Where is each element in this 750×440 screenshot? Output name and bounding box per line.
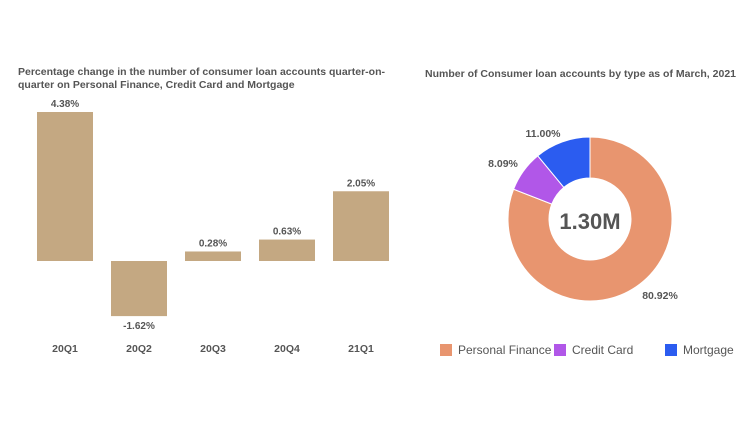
bar-value-label-21q1: 2.05% bbox=[347, 178, 375, 189]
x-tick-label-20q2: 20Q2 bbox=[126, 343, 152, 355]
donut-legend: Personal Finance Credit Card Mortgage bbox=[440, 342, 740, 358]
legend-swatch-credit-card bbox=[554, 344, 566, 356]
legend-swatch-mortgage bbox=[665, 344, 677, 356]
donut-chart-title: Number of Consumer loan accounts by type… bbox=[425, 68, 736, 80]
legend-swatch-personal-finance bbox=[440, 344, 452, 356]
bar-chart-title: Percentage change in the number of consu… bbox=[18, 66, 385, 91]
donut-center-label: 1.30M bbox=[559, 209, 620, 234]
x-tick-label-20q4: 20Q4 bbox=[274, 343, 300, 355]
legend-item-credit-card[interactable]: Credit Card bbox=[554, 342, 633, 358]
bar-value-label-20q3: 0.28% bbox=[199, 238, 227, 249]
legend-label-mortgage: Mortgage bbox=[683, 343, 734, 357]
bar-20q4[interactable] bbox=[259, 239, 315, 261]
bar-20q3[interactable] bbox=[185, 251, 241, 261]
bar-chart: 4.38% 20Q1 -1.62% 20Q2 0.28% 20Q3 0.63% 20Q4 2.0… bbox=[37, 99, 389, 355]
x-tick-label-20q3: 20Q3 bbox=[200, 343, 226, 355]
bar-value-label-20q2: -1.62% bbox=[123, 321, 155, 332]
donut-slices bbox=[507, 136, 673, 302]
bar-value-label-20q1: 4.38% bbox=[51, 99, 79, 110]
legend-item-personal-finance[interactable]: Personal Finance bbox=[440, 342, 551, 358]
donut-labels: 80.92% 8.09% 11.00% bbox=[488, 128, 678, 302]
legend-item-mortgage[interactable]: Mortgage bbox=[665, 342, 734, 358]
legend-label-credit-card: Credit Card bbox=[572, 343, 634, 357]
bar-20q1[interactable] bbox=[37, 112, 93, 261]
x-tick-label-20q1: 20Q1 bbox=[52, 343, 78, 355]
donut-slice-personal-finance[interactable] bbox=[507, 136, 673, 302]
x-tick-label-21q1: 21Q1 bbox=[348, 343, 374, 355]
bar-20q2[interactable] bbox=[111, 261, 167, 317]
donut-value-label-credit-card: 8.09% bbox=[488, 158, 518, 170]
bar-21q1[interactable] bbox=[333, 191, 389, 261]
donut-value-label-personal-finance: 80.92% bbox=[642, 290, 678, 302]
legend-label-personal-finance: Personal Finance bbox=[458, 343, 552, 357]
donut-slice-mortgage[interactable] bbox=[537, 136, 591, 189]
bar-value-label-20q4: 0.63% bbox=[273, 227, 301, 238]
donut-value-label-mortgage: 11.00% bbox=[525, 128, 561, 140]
